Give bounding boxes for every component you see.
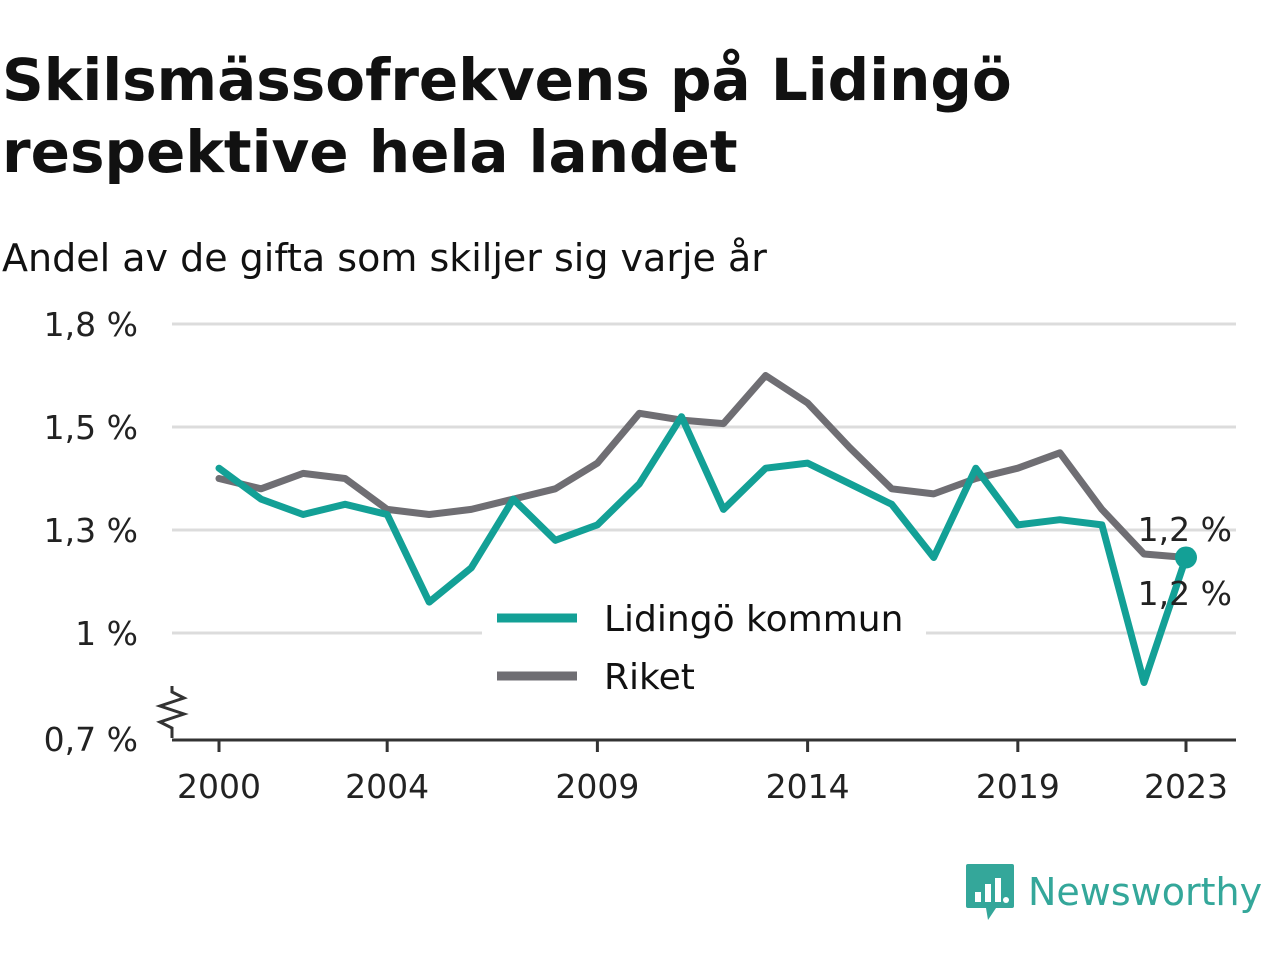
x-axis: 2000 2004 2009 2014 2019 2023 (172, 738, 1236, 806)
y-axis: 0,7 % 1 % 1,3 % 1,5 % 1,8 % (44, 305, 189, 759)
end-label-riket: 1,2 % (1138, 510, 1232, 549)
x-tick-label: 2023 (1144, 767, 1228, 806)
series-line-lidingo (215, 413, 1190, 686)
legend: Lidingö kommun Riket (482, 592, 926, 706)
axis-break-icon (155, 686, 189, 738)
legend-label: Lidingö kommun (604, 599, 903, 640)
x-tick-label: 2004 (345, 767, 429, 806)
x-tick-label: 2009 (555, 767, 639, 806)
grid-lines (172, 322, 1236, 635)
x-tick-label: 2000 (177, 767, 261, 806)
series-lines (215, 372, 1197, 686)
legend-label: Riket (604, 657, 695, 698)
series-line-riket (215, 372, 1190, 561)
x-tick-label: 2019 (976, 767, 1060, 806)
y-tick-label: 1 % (75, 614, 138, 653)
y-tick-label: 1,3 % (44, 511, 138, 550)
chart-subtitle: Andel av de gifta som skiljer sig varje … (2, 236, 767, 280)
x-tick-label: 2014 (766, 767, 850, 806)
end-label-lidingo: 1,2 % (1138, 574, 1232, 613)
end-labels: 1,2 % 1,2 % (1138, 510, 1232, 613)
chart-title: Skilsmässofrekvens på Lidingö respektive… (2, 46, 1012, 186)
y-tick-label: 1,8 % (44, 305, 138, 344)
legend-background (482, 592, 926, 706)
brand-name: Newsworthy (1028, 870, 1263, 914)
y-tick-label: 0,7 % (44, 720, 138, 759)
y-tick-label: 1,5 % (44, 408, 138, 447)
end-point-marker (1175, 546, 1197, 569)
newsworthy-icon (966, 864, 1014, 920)
newsworthy-logo: Newsworthy (964, 862, 1262, 922)
